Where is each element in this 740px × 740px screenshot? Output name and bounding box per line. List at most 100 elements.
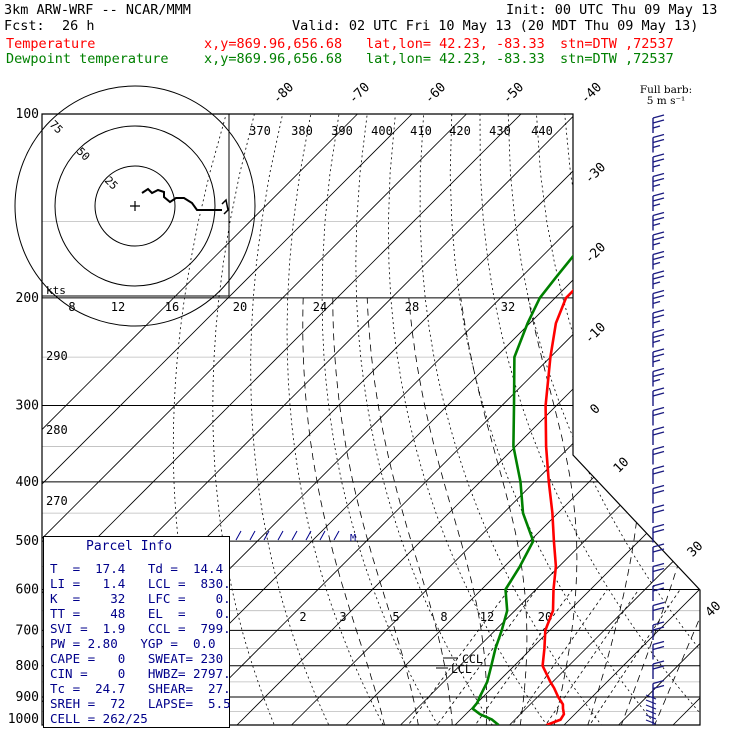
wind-barb-flag — [652, 626, 665, 631]
hodograph-units: kts — [46, 284, 66, 297]
wind-barb-flag — [652, 192, 665, 197]
mixing-ratio-line — [580, 589, 681, 725]
isotherm-label: -30 — [582, 160, 609, 187]
wind-barb-flag — [652, 222, 661, 227]
wind-barbs: Full barb:5 m s⁻¹ — [640, 84, 692, 725]
wind-barb-flag — [652, 411, 665, 417]
wind-barb-flag — [652, 275, 665, 280]
hodograph-ring-label: 50 — [74, 145, 93, 164]
wind-barb-low — [645, 694, 657, 700]
isotherm-line — [509, 114, 700, 725]
theta-e-label: 370 — [249, 124, 271, 138]
valid-time: Valid: 02 UTC Fri 10 May 13 (20 MDT Thu … — [292, 18, 699, 34]
wind-barb-flag — [652, 153, 665, 158]
wind-barb-flag — [652, 216, 665, 222]
wind-barb-low — [645, 719, 657, 725]
wind-barb-flag — [652, 328, 665, 334]
temp-latlon: lat,lon= 42.23, -83.33 — [366, 36, 545, 52]
mixing-ratio-label: 8 — [68, 300, 75, 314]
isotherm-line — [563, 114, 700, 725]
isotherm-line — [42, 114, 358, 725]
parcel-row: PW = 2.80 YGP = 0.0 — [50, 636, 216, 651]
pressure-tick-label: 300 — [16, 399, 39, 414]
parcel-row: Tc = 24.7 SHEAR= 27. — [50, 681, 231, 696]
pressure-tick-label: 200 — [16, 291, 39, 306]
wind-barb-flag — [652, 125, 661, 129]
theta-label: 280 — [46, 423, 68, 437]
plot-frame — [41, 113, 701, 726]
wind-level-tick — [263, 530, 270, 541]
dewpoint-profile-line — [471, 114, 677, 725]
wind-barb-flag — [652, 523, 665, 529]
pressure-tick-label: 900 — [16, 690, 39, 705]
theta-e-label: 430 — [489, 124, 511, 138]
dry-adiabat-line — [734, 114, 740, 738]
wind-barb-flag — [652, 348, 665, 353]
wind-level-tick — [333, 530, 340, 541]
parcel-row: K = 32 LFC = 0. — [50, 591, 231, 606]
pressure-tick-label: 500 — [16, 534, 39, 549]
wind-barb-flag — [652, 504, 665, 509]
wind-barb-flag — [652, 489, 665, 495]
dry-adiabat-line — [507, 114, 700, 725]
theta-e-label: 440 — [531, 124, 553, 138]
moist-adiabat-line — [366, 297, 454, 725]
dry-adiabat-line — [355, 114, 502, 725]
wind-barb-flag — [652, 133, 665, 139]
isotherm-label: 40 — [703, 599, 725, 621]
wind-barb-flag — [652, 339, 661, 344]
wind-barb-flag — [652, 392, 665, 397]
isotherm-line — [42, 114, 413, 725]
model-title: 3km ARW-WRF -- NCAR/MMM — [4, 2, 191, 18]
wind-barb-flag — [652, 255, 665, 261]
isotherm-line — [291, 114, 700, 725]
pressure-tick-label: 700 — [16, 623, 39, 638]
isotherm-label: -80 — [270, 80, 297, 107]
dry-adiabat-line — [620, 114, 700, 725]
isotherm-line — [400, 114, 700, 725]
wind-barb-flag — [652, 359, 661, 363]
isotherm-label: -10 — [582, 320, 609, 347]
parcel-row: SVI = 1.9 CCL = 799. — [50, 621, 231, 636]
wind-barb-flag — [652, 582, 665, 587]
wind-barb-flag — [652, 372, 665, 378]
isotherm-label: -70 — [346, 80, 373, 107]
moist-adiabat-line — [302, 297, 388, 725]
dry-adiabat-line — [387, 114, 557, 725]
theta-label: 290 — [46, 349, 68, 363]
dry-adiabat-line — [250, 114, 336, 725]
wind-barb-flag — [652, 289, 665, 295]
wind-barb-flag — [652, 406, 665, 412]
wind-barb-flag — [652, 431, 665, 436]
mixing-ratio-label: 32 — [501, 300, 515, 314]
hodograph: 25 50 75 kts — [14, 85, 256, 327]
isotherm-line — [42, 114, 522, 725]
wind-barb-flag — [652, 183, 661, 188]
wind-barb-flag — [652, 509, 665, 514]
wind-barb-flag — [652, 177, 665, 183]
ccl-label: CCL — [462, 652, 483, 666]
wind-barb-flag — [652, 484, 665, 490]
wind-barb-flag — [652, 679, 665, 685]
legend-dewpoint: Dewpoint temperature — [6, 51, 169, 67]
isotherm-label: -20 — [582, 240, 609, 267]
wind-barb-low — [645, 714, 657, 720]
wind-barb-flag — [652, 645, 665, 651]
theta-e-label: 380 — [291, 124, 313, 138]
mixing-ratio-line — [398, 589, 510, 725]
wind-barb-low — [645, 709, 657, 715]
wind-barb-low — [645, 699, 657, 705]
wind-barb-flag — [652, 450, 665, 456]
isotherm-line — [618, 114, 700, 725]
wind-barb-flag — [652, 567, 665, 573]
mixing-ratio-label: 12 — [111, 300, 125, 314]
wind-barb-flag — [652, 601, 665, 607]
barb-legend-title: Full barb: — [640, 84, 692, 96]
theta-e-label: 420 — [449, 124, 471, 138]
wind-barb-flag — [652, 333, 665, 339]
dry-adiabat-line — [449, 114, 667, 725]
mixing-ratio-label: 2 — [299, 610, 306, 624]
wind-barb-flag — [652, 138, 665, 144]
wind-barb-flag — [652, 548, 665, 553]
